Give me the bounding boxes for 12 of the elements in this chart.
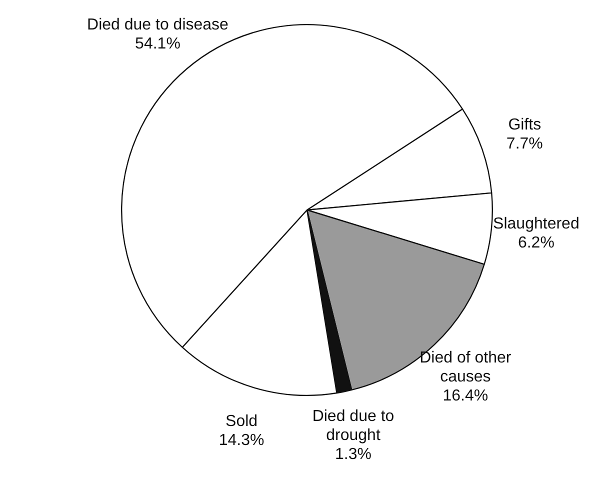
data-label: 1.3% — [335, 446, 372, 464]
data-label: 14.3% — [218, 432, 264, 449]
data-label: 6.2% — [518, 234, 554, 252]
slice-label: Died due to drought — [312, 408, 394, 444]
data-label: 54.1% — [135, 35, 180, 52]
slice-label: Died of other causes — [420, 350, 512, 386]
slice-label: Gifts — [508, 116, 542, 134]
slice-label: Sold — [226, 412, 258, 430]
data-label: 7.7% — [506, 135, 543, 152]
slice-label: Slaughtered — [493, 216, 580, 233]
data-label: 16.4% — [442, 388, 488, 405]
slice-label: Died due to disease — [87, 16, 229, 34]
